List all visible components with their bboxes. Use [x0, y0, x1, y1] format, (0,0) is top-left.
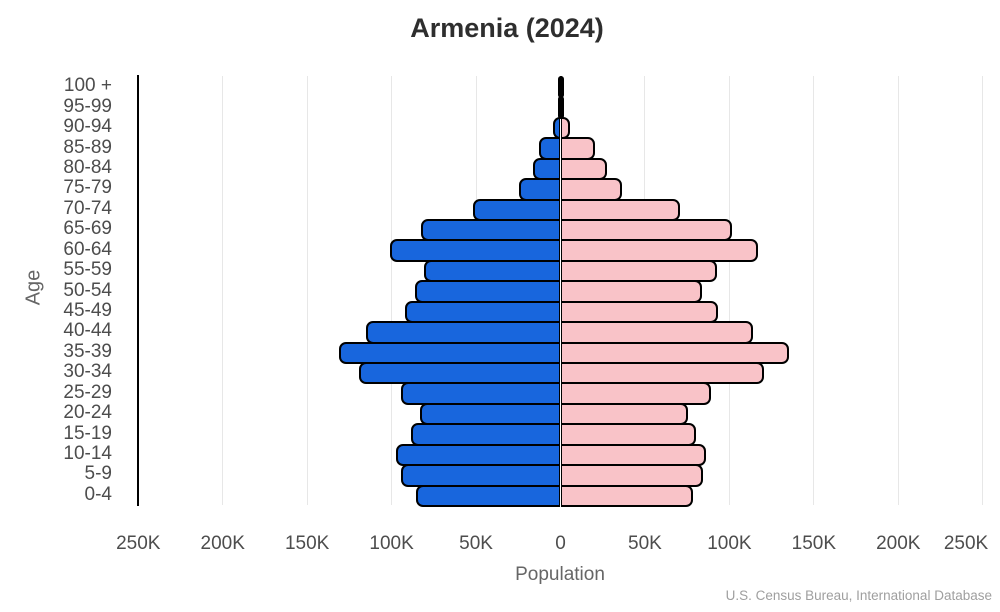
- gridline: [813, 76, 815, 505]
- female-bar[interactable]: [560, 321, 753, 344]
- female-bar[interactable]: [560, 116, 570, 140]
- source-attribution: U.S. Census Bureau, International Databa…: [725, 588, 992, 603]
- x-tick-label: 50K: [459, 533, 493, 554]
- female-bar[interactable]: [560, 341, 789, 364]
- y-tick-label: 90-94: [63, 116, 112, 138]
- female-bar[interactable]: [560, 137, 596, 160]
- y-tick-label: 0-4: [84, 483, 112, 505]
- y-tick-label: 100 +: [63, 75, 112, 97]
- chart-title: Armenia (2024): [410, 13, 604, 43]
- female-bar[interactable]: [560, 300, 718, 324]
- male-bar[interactable]: [390, 239, 561, 262]
- x-tick-label: 250K: [943, 533, 989, 554]
- male-bar[interactable]: [473, 198, 561, 221]
- y-tick-label: 95-99: [63, 95, 112, 117]
- y-tick-label: 45-49: [63, 299, 112, 321]
- x-tick-label: 250K: [116, 533, 161, 554]
- female-bar[interactable]: [560, 443, 707, 467]
- male-bar[interactable]: [366, 321, 561, 344]
- y-axis-title: Age: [22, 269, 45, 306]
- male-bar[interactable]: [411, 423, 561, 446]
- gridline: [982, 76, 984, 505]
- female-bar[interactable]: [560, 239, 758, 262]
- x-tick-label: 150K: [284, 533, 330, 554]
- male-bar[interactable]: [358, 362, 561, 385]
- y-tick-label: 30-34: [63, 361, 112, 383]
- male-bar[interactable]: [414, 280, 561, 303]
- x-tick-label: 150K: [791, 533, 837, 554]
- y-tick-label: 40-44: [63, 320, 112, 342]
- gridline: [897, 76, 899, 505]
- female-bar[interactable]: [560, 219, 732, 242]
- male-bar[interactable]: [400, 464, 561, 487]
- y-tick-label: 80-84: [63, 156, 112, 178]
- female-bar[interactable]: [560, 464, 703, 487]
- x-tick-label: 100K: [707, 533, 752, 554]
- y-tick-label: 55-59: [63, 259, 112, 281]
- male-bar[interactable]: [416, 484, 561, 508]
- y-tick-label: 15-19: [63, 422, 112, 444]
- male-bar[interactable]: [518, 178, 561, 201]
- male-bar[interactable]: [401, 382, 561, 405]
- y-tick-label: 50-54: [63, 279, 112, 301]
- male-bar[interactable]: [538, 137, 561, 160]
- male-bar[interactable]: [421, 219, 561, 242]
- male-bar[interactable]: [552, 116, 561, 140]
- x-tick-label: 100K: [369, 533, 414, 554]
- y-tick-label: 75-79: [63, 177, 112, 199]
- male-bar[interactable]: [396, 443, 561, 467]
- female-bar[interactable]: [560, 402, 689, 426]
- female-bar[interactable]: [560, 423, 696, 446]
- y-tick-label: 35-39: [63, 340, 112, 362]
- gridline: [306, 76, 308, 505]
- y-axis-line: [137, 75, 139, 506]
- female-bar[interactable]: [560, 76, 564, 99]
- y-tick-label: 5-9: [84, 463, 112, 485]
- female-bar[interactable]: [560, 178, 623, 201]
- gridline: [728, 76, 730, 505]
- y-tick-label: 10-14: [63, 442, 112, 464]
- x-tick-label: 50K: [628, 533, 662, 554]
- male-bar[interactable]: [419, 402, 561, 426]
- y-tick-label: 85-89: [63, 136, 112, 158]
- male-bar[interactable]: [405, 300, 561, 324]
- x-tick-label: 200K: [200, 533, 245, 554]
- male-bar[interactable]: [532, 157, 561, 181]
- y-tick-label: 60-64: [63, 238, 112, 260]
- gridline: [391, 76, 393, 505]
- female-bar[interactable]: [560, 198, 680, 221]
- female-bar[interactable]: [560, 484, 693, 508]
- gridline: [222, 76, 224, 505]
- female-bar[interactable]: [560, 259, 717, 283]
- x-tick-label: 200K: [876, 533, 921, 554]
- female-bar[interactable]: [560, 280, 703, 303]
- male-bar[interactable]: [423, 259, 561, 283]
- y-tick-label: 20-24: [63, 402, 112, 424]
- female-bar[interactable]: [560, 96, 564, 119]
- female-bar[interactable]: [560, 362, 764, 385]
- female-bar[interactable]: [560, 382, 712, 405]
- x-tick-label: 0: [555, 533, 566, 554]
- male-bar[interactable]: [338, 341, 561, 364]
- y-tick-label: 25-29: [63, 381, 112, 403]
- x-axis-title: Population: [515, 564, 605, 585]
- y-tick-label: 65-69: [63, 218, 112, 240]
- y-tick-label: 70-74: [63, 197, 112, 219]
- female-bar[interactable]: [560, 157, 607, 181]
